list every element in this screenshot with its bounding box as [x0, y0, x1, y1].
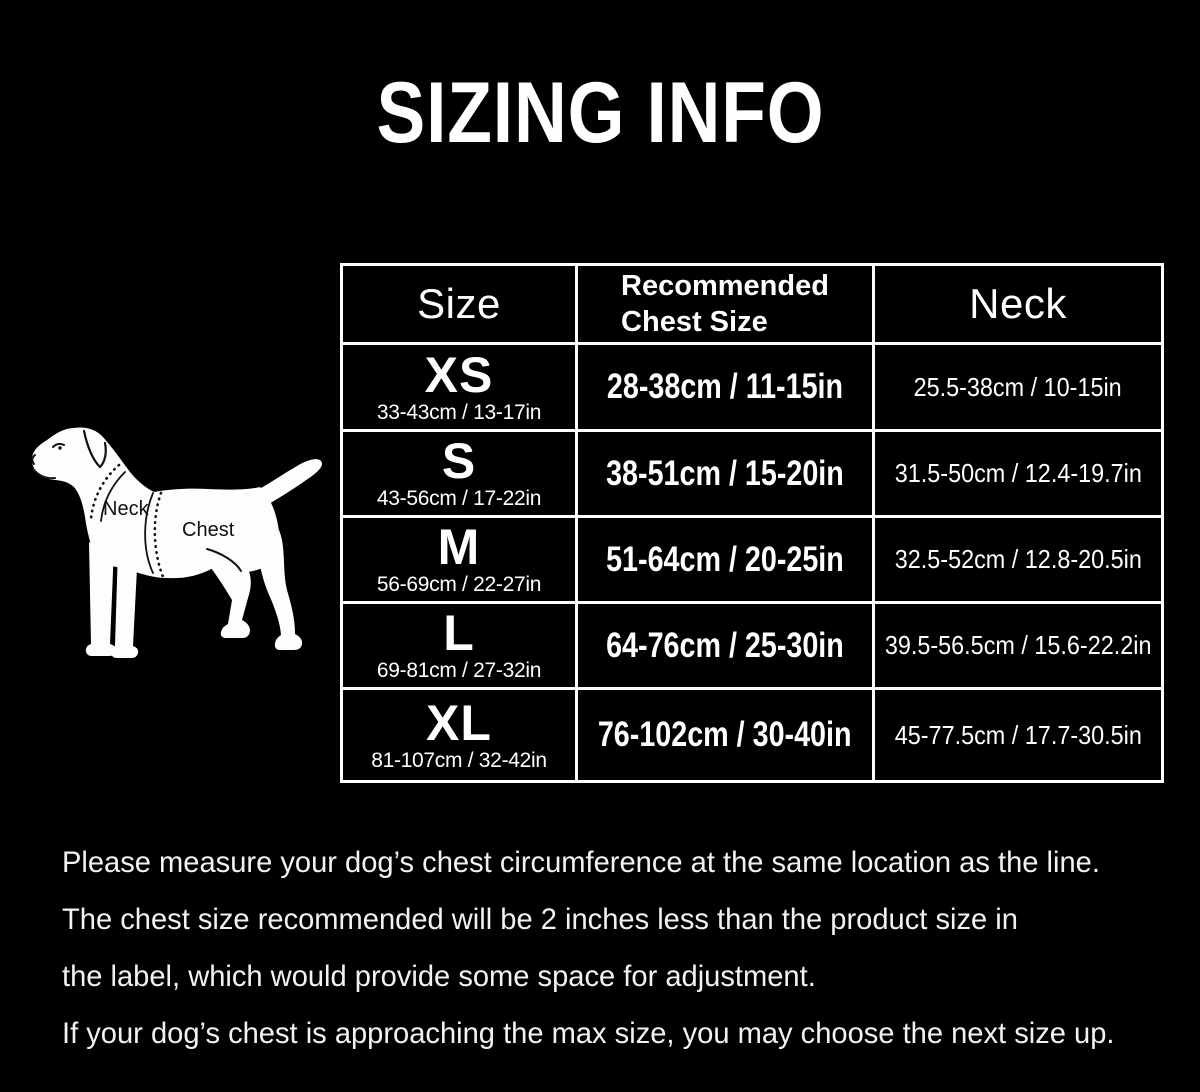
chest-value: 28-38cm / 11-15in	[606, 367, 844, 406]
size-range: 69-81cm / 27-32in	[376, 659, 542, 682]
size-range: 56-69cm / 22-27in	[376, 573, 542, 596]
neck-value: 25.5-38cm / 10-15in	[913, 371, 1123, 402]
neck-value: 31.5-50cm / 12.4-19.7in	[894, 458, 1142, 488]
size-letter: S	[441, 433, 477, 489]
size-letter: XS	[424, 346, 494, 403]
note-line: If your dog’s chest is approaching the m…	[62, 1017, 1115, 1050]
neck-cell-s: 31.5-50cm / 12.4-19.7in	[875, 432, 1161, 515]
header-chest-label: Recommended Chest Size	[621, 270, 829, 338]
dog-eye-line	[52, 442, 65, 448]
dog-nostril-line	[31, 454, 36, 465]
header-cell-size: Size	[343, 266, 575, 342]
dog-silhouette-icon: Neck Chest	[31, 427, 322, 658]
page-title: SIZING INFO	[376, 65, 824, 161]
chest-label: Chest	[182, 519, 235, 541]
chest-cell-xs: 28-38cm / 11-15in	[578, 345, 872, 429]
neck-cell-xl: 45-77.5cm / 17.7-30.5in	[875, 690, 1161, 780]
measurement-notes: Please measure your dog’s chest circumfe…	[62, 834, 1182, 1062]
chest-cell-s: 38-51cm / 15-20in	[578, 432, 872, 515]
neck-value: 39.5-56.5cm / 15.6-22.2in	[884, 630, 1152, 660]
chest-cell-l: 64-76cm / 25-30in	[578, 604, 872, 687]
note-line: Please measure your dog’s chest circumfe…	[62, 846, 1100, 879]
size-range: 81-107cm / 32-42in	[371, 748, 547, 772]
size-letter: XL	[426, 694, 492, 751]
size-cell-xl: XL 81-107cm / 32-42in	[343, 690, 575, 780]
dog-body-shape	[31, 427, 280, 579]
header-size-label: Size	[417, 280, 501, 327]
chest-crease-line	[144, 492, 154, 574]
note-line: The chest size recommended will be 2 inc…	[62, 903, 1018, 936]
header-cell-neck: Neck	[875, 266, 1161, 342]
neck-cell-xs: 25.5-38cm / 10-15in	[875, 345, 1161, 429]
chest-cell-m: 51-64cm / 20-25in	[578, 518, 872, 601]
size-cell-s: S 43-56cm / 17-22in	[343, 432, 575, 515]
dog-ear-line	[82, 429, 107, 469]
chest-value: 51-64cm / 20-25in	[606, 539, 844, 579]
dog-front-leg-far	[110, 548, 139, 658]
size-letter: M	[437, 519, 481, 575]
neck-value: 32.5-52cm / 12.8-20.5in	[894, 544, 1142, 574]
neck-cell-l: 39.5-56.5cm / 15.6-22.2in	[875, 604, 1161, 687]
chest-value: 38-51cm / 15-20in	[606, 453, 844, 493]
chest-value: 64-76cm / 25-30in	[606, 625, 844, 665]
size-letter: L	[443, 605, 475, 661]
dog-thigh-line	[206, 548, 242, 572]
chest-measure-dotted-line	[153, 491, 165, 579]
title-bar: SIZING INFO	[0, 70, 1200, 156]
dog-hind-leg-far	[258, 504, 303, 650]
neck-value: 45-77.5cm / 17.7-30.5in	[894, 719, 1142, 750]
neck-label: Neck	[103, 498, 150, 520]
dog-eye-dot	[58, 446, 62, 450]
header-cell-chest: Recommended Chest Size	[578, 266, 872, 342]
dog-tail-shape	[257, 459, 322, 507]
size-range: 33-43cm / 13-17in	[376, 400, 542, 424]
size-cell-m: M 56-69cm / 22-27in	[343, 518, 575, 601]
dog-measurement-diagram: Neck Chest	[8, 398, 338, 728]
size-range: 43-56cm / 17-22in	[376, 487, 542, 510]
chest-cell-xl: 76-102cm / 30-40in	[578, 690, 872, 780]
dog-mouth-line	[32, 468, 56, 480]
dog-front-leg-near	[85, 542, 117, 656]
note-line: the label, which would provide some spac…	[62, 960, 816, 993]
header-neck-label: Neck	[969, 280, 1067, 327]
neck-measure-dotted-line	[89, 463, 121, 521]
sizing-table: Size Recommended Chest Size Neck XS 33-4…	[340, 263, 1164, 783]
size-cell-l: L 69-81cm / 27-32in	[343, 604, 575, 687]
neck-crease-line	[100, 471, 126, 522]
chest-value: 76-102cm / 30-40in	[598, 715, 852, 754]
neck-cell-m: 32.5-52cm / 12.8-20.5in	[875, 518, 1161, 601]
size-cell-xs: XS 33-43cm / 13-17in	[343, 345, 575, 429]
